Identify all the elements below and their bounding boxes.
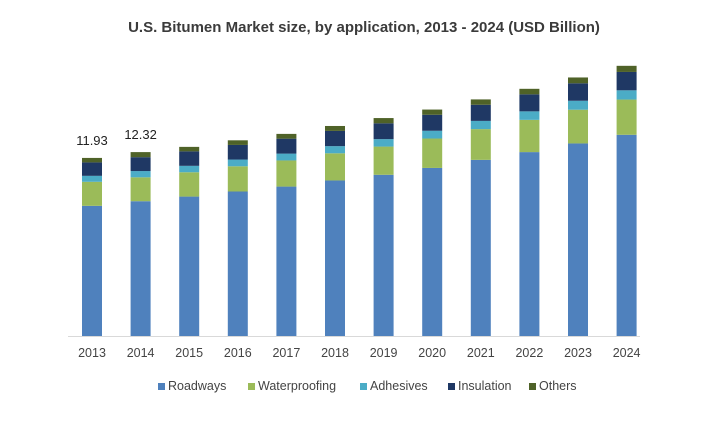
data-label-2014: 12.32 bbox=[124, 127, 157, 142]
legend-swatch-others bbox=[529, 383, 536, 390]
bar-roadways-2013 bbox=[82, 205, 102, 336]
bar-waterproofing-2023 bbox=[568, 109, 588, 144]
bar-insulation-2020 bbox=[422, 114, 443, 131]
bar-others-2020 bbox=[422, 109, 443, 115]
bar-others-2013 bbox=[82, 157, 102, 163]
legend-swatch-adhesives bbox=[360, 383, 367, 390]
legend-swatch-waterproofing bbox=[248, 383, 255, 390]
bar-others-2018 bbox=[325, 125, 345, 131]
data-label-2013: 11.93 bbox=[76, 133, 108, 148]
bar-waterproofing-2013 bbox=[82, 181, 102, 206]
bar-roadways-2016 bbox=[227, 191, 248, 336]
bar-waterproofing-2015 bbox=[179, 172, 200, 197]
bar-insulation-2017 bbox=[276, 138, 297, 154]
bar-roadways-2014 bbox=[130, 201, 151, 336]
legend-label-waterproofing: Waterproofing bbox=[258, 379, 336, 393]
bar-others-2022 bbox=[519, 88, 540, 95]
bar-roadways-2017 bbox=[276, 186, 297, 336]
bar-adhesives-2021 bbox=[470, 120, 491, 130]
bar-insulation-2024 bbox=[616, 71, 637, 91]
bar-roadways-2019 bbox=[373, 174, 394, 336]
bar-others-2023 bbox=[568, 77, 588, 84]
legend-label-adhesives: Adhesives bbox=[370, 379, 428, 393]
legend-swatch-roadways bbox=[158, 383, 165, 390]
legend-label-roadways: Roadways bbox=[168, 379, 226, 393]
bar-waterproofing-2014 bbox=[130, 177, 151, 202]
x-tick-2022: 2022 bbox=[515, 346, 543, 360]
x-tick-2014: 2014 bbox=[127, 346, 155, 360]
bar-insulation-2018 bbox=[325, 130, 345, 147]
bar-waterproofing-2018 bbox=[325, 153, 345, 181]
x-tick-2013: 2013 bbox=[78, 346, 106, 360]
x-tick-2021: 2021 bbox=[467, 346, 495, 360]
bar-adhesives-2016 bbox=[227, 159, 248, 167]
bar-roadways-2023 bbox=[568, 143, 588, 336]
bar-adhesives-2020 bbox=[422, 130, 443, 139]
bar-others-2017 bbox=[276, 133, 297, 139]
bar-insulation-2021 bbox=[470, 104, 491, 121]
bar-roadways-2015 bbox=[179, 196, 200, 336]
bar-roadways-2022 bbox=[519, 152, 540, 336]
legend-label-others: Others bbox=[539, 379, 577, 393]
x-tick-2023: 2023 bbox=[564, 346, 592, 360]
bar-roadways-2018 bbox=[325, 180, 345, 336]
bar-adhesives-2013 bbox=[82, 175, 102, 182]
x-tick-2024: 2024 bbox=[613, 346, 641, 360]
x-tick-2015: 2015 bbox=[175, 346, 203, 360]
bar-adhesives-2014 bbox=[130, 171, 151, 178]
legend-label-insulation: Insulation bbox=[458, 379, 512, 393]
bar-waterproofing-2020 bbox=[422, 138, 443, 168]
bar-insulation-2019 bbox=[373, 123, 394, 140]
bar-roadways-2021 bbox=[470, 159, 491, 336]
x-tick-2018: 2018 bbox=[321, 346, 349, 360]
bar-roadways-2024 bbox=[616, 134, 637, 336]
x-tick-2016: 2016 bbox=[224, 346, 252, 360]
bar-others-2014 bbox=[130, 152, 151, 158]
bar-waterproofing-2017 bbox=[276, 160, 297, 187]
legend-swatch-insulation bbox=[448, 383, 455, 390]
bar-insulation-2015 bbox=[179, 151, 200, 166]
bar-insulation-2013 bbox=[82, 162, 102, 176]
bar-waterproofing-2021 bbox=[470, 129, 491, 160]
x-tick-2017: 2017 bbox=[272, 346, 300, 360]
bar-adhesives-2015 bbox=[179, 165, 200, 173]
bar-others-2024 bbox=[616, 65, 637, 72]
bar-insulation-2022 bbox=[519, 94, 540, 112]
bar-adhesives-2023 bbox=[568, 100, 588, 110]
bar-waterproofing-2024 bbox=[616, 99, 637, 135]
bar-others-2016 bbox=[227, 140, 248, 145]
bar-insulation-2014 bbox=[130, 157, 151, 172]
bar-others-2015 bbox=[179, 146, 200, 152]
bar-adhesives-2018 bbox=[325, 146, 345, 154]
bar-waterproofing-2022 bbox=[519, 119, 540, 153]
bar-others-2021 bbox=[470, 99, 491, 105]
bar-roadways-2020 bbox=[422, 167, 443, 336]
x-tick-2019: 2019 bbox=[370, 346, 398, 360]
x-tick-2020: 2020 bbox=[418, 346, 446, 360]
bar-adhesives-2024 bbox=[616, 90, 637, 100]
bar-waterproofing-2016 bbox=[227, 166, 248, 192]
bar-insulation-2023 bbox=[568, 83, 588, 101]
bar-adhesives-2017 bbox=[276, 153, 297, 161]
bar-adhesives-2019 bbox=[373, 139, 394, 147]
bar-waterproofing-2019 bbox=[373, 146, 394, 175]
bar-others-2019 bbox=[373, 118, 394, 124]
bar-insulation-2016 bbox=[227, 144, 248, 160]
bar-adhesives-2022 bbox=[519, 111, 540, 120]
chart-title: U.S. Bitumen Market size, by application… bbox=[128, 19, 600, 36]
